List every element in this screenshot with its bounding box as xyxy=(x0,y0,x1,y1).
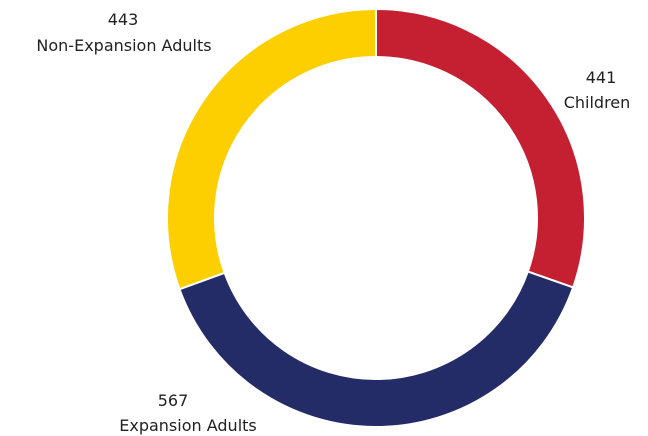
slice-category-label-expansion-adults: Expansion Adults xyxy=(119,416,257,435)
donut-slice-non-expansion-adults xyxy=(166,7,377,291)
slice-value-label-children: 441 xyxy=(586,68,617,87)
labels-group: 441 Children 567 Expansion Adults 443 No… xyxy=(36,10,630,435)
slice-category-label-non-expansion-adults: Non-Expansion Adults xyxy=(36,36,211,55)
slices-group xyxy=(166,7,586,428)
slice-value-label-non-expansion-adults: 443 xyxy=(108,10,139,29)
slice-category-label-children: Children xyxy=(564,93,631,112)
donut-slice-expansion-adults xyxy=(178,270,575,428)
donut-slice-children xyxy=(375,7,586,289)
slice-value-label-expansion-adults: 567 xyxy=(158,391,189,410)
